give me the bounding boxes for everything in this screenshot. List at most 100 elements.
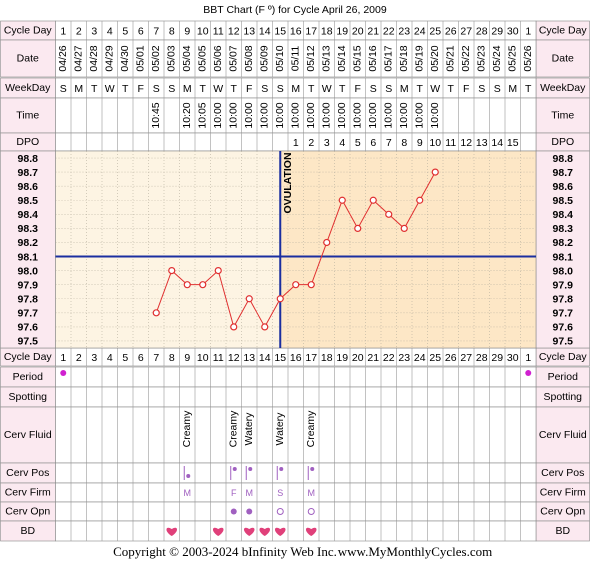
temp-point <box>431 168 439 176</box>
cycle-day: 18 <box>321 25 333 37</box>
dpo: 3 <box>324 137 330 149</box>
time: 10:00 <box>274 102 286 128</box>
row-label-cell <box>0 97 56 134</box>
weekday: T <box>339 83 346 95</box>
time: 10:45 <box>150 102 162 128</box>
cerv-pos <box>245 466 253 480</box>
time: 10:05 <box>197 102 209 128</box>
weekday: T <box>525 83 532 95</box>
time: 10:00 <box>383 102 395 128</box>
bd-heart <box>166 527 178 536</box>
y-tick-label: 97.8 <box>553 294 574 306</box>
weekday: M <box>508 83 517 95</box>
y-tick-label: 98.3 <box>18 223 39 235</box>
date: 05/24 <box>491 45 503 71</box>
weekday: T <box>231 83 238 95</box>
row-label: DPO <box>16 136 39 148</box>
dpo: 4 <box>339 137 345 149</box>
period-dot <box>60 370 67 376</box>
row-cells <box>55 501 537 522</box>
cerv-fluid: Watery <box>243 412 255 446</box>
y-tick-label: 97.8 <box>18 294 39 306</box>
time: 10:00 <box>321 102 333 128</box>
cycle-day: 5 <box>122 352 128 364</box>
cycle-day: 17 <box>305 352 317 364</box>
y-tick-label: 98.7 <box>18 167 39 179</box>
date: 05/08 <box>243 45 255 71</box>
temp-point <box>369 196 377 204</box>
weekday: M <box>183 83 192 95</box>
cycle-day: 29 <box>491 352 503 364</box>
row-label: Cerv Firm <box>5 486 51 498</box>
row-label: Period <box>13 371 44 383</box>
cycle-day: 16 <box>290 352 302 364</box>
dpo: 13 <box>476 137 488 149</box>
weekday: S <box>153 83 160 95</box>
weekday: W <box>105 83 115 95</box>
temp-point <box>276 295 284 303</box>
cycle-day: 28 <box>476 25 488 37</box>
time: 10:00 <box>398 102 410 128</box>
cycle-day: 27 <box>460 352 472 364</box>
date: 04/30 <box>119 45 131 71</box>
cycle-day: 24 <box>414 25 426 37</box>
row-label: Cerv Fluid <box>539 429 587 441</box>
row-cells <box>55 462 537 484</box>
cycle-day: 30 <box>507 352 519 364</box>
cycle-day: 2 <box>76 352 82 364</box>
date: 05/22 <box>460 45 472 71</box>
date: 05/16 <box>367 45 379 71</box>
cycle-day: 6 <box>138 352 144 364</box>
cycle-day: 19 <box>336 25 348 37</box>
weekday: S <box>494 83 501 95</box>
weekday: W <box>322 83 332 95</box>
cerv-pos-part <box>248 467 253 471</box>
date: 05/10 <box>274 45 286 71</box>
date: 04/29 <box>104 45 116 71</box>
time: 10:00 <box>305 102 317 128</box>
y-tick-label: 98.8 <box>553 153 574 165</box>
cycle-day: 9 <box>184 25 190 37</box>
y-tick-label: 98.5 <box>553 195 574 207</box>
pre-ovulation-area <box>55 150 281 349</box>
cycle-day: 26 <box>445 352 457 364</box>
y-tick-label: 98.3 <box>553 223 574 235</box>
cerv-firm: S <box>277 488 283 498</box>
time: 10:00 <box>212 102 224 128</box>
row-cells <box>55 520 537 542</box>
dpo: 8 <box>401 137 407 149</box>
temp-point <box>416 196 424 204</box>
y-tick-label: 98.4 <box>18 209 39 221</box>
y-tick-label: 97.5 <box>18 336 39 348</box>
cerv-firm: M <box>184 488 192 498</box>
row-label: Date <box>552 52 574 64</box>
y-tick-label: 98.2 <box>18 237 39 249</box>
row-label: Cycle Day <box>4 24 53 36</box>
cerv-firm: M <box>246 488 254 498</box>
date: 05/14 <box>336 45 348 71</box>
cerv-firm: F <box>231 488 237 498</box>
post-ovulation-area <box>279 150 537 349</box>
cycle-day: 25 <box>429 25 441 37</box>
date: 05/21 <box>445 45 457 71</box>
weekday: F <box>138 83 144 95</box>
cycle-day: 11 <box>213 25 224 37</box>
cerv-opn-open <box>307 508 315 515</box>
cerv-fluid: Creamy <box>305 410 317 448</box>
y-tick-label: 98.5 <box>18 195 39 207</box>
dpo: 1 <box>293 137 299 149</box>
cycle-day: 3 <box>91 25 97 37</box>
cycle-day: 9 <box>184 352 190 364</box>
temp-point <box>230 323 238 331</box>
row-label-cell <box>535 97 590 134</box>
cycle-day: 19 <box>336 352 348 364</box>
date: 05/05 <box>197 45 209 71</box>
row-cells <box>55 482 537 503</box>
weekday: T <box>91 83 98 95</box>
cycle-day: 18 <box>321 352 333 364</box>
cerv-pos-part <box>232 467 237 471</box>
date: 05/13 <box>321 45 333 71</box>
row-label: DPO <box>551 136 574 148</box>
time: 10:00 <box>352 102 364 128</box>
row-label-cell <box>0 39 56 78</box>
